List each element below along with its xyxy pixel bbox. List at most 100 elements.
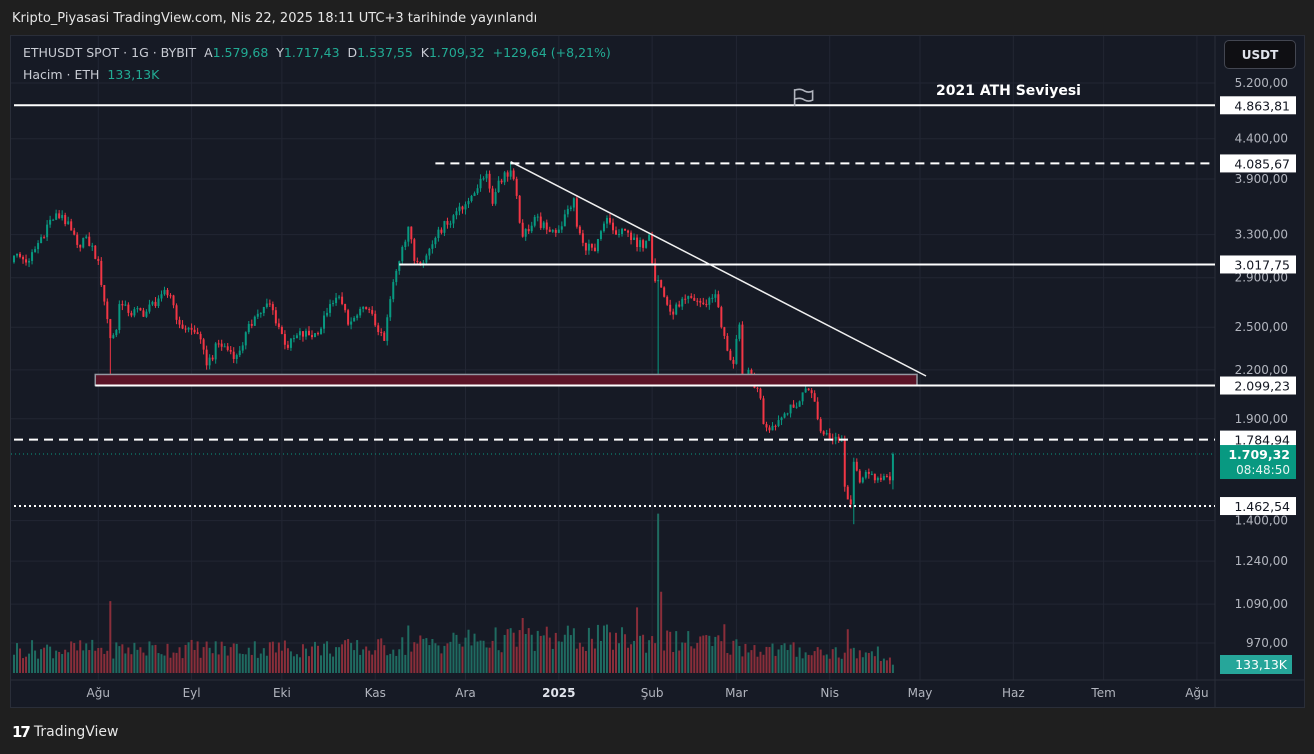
volume-label[interactable]: Hacim · ETH (23, 67, 100, 82)
volume-bar (190, 639, 193, 673)
volume-bar (395, 655, 398, 673)
candle-body (304, 330, 307, 337)
volume-bar (888, 657, 891, 673)
candle-body (590, 243, 593, 248)
volume-bar (350, 642, 353, 673)
volume-bar (542, 635, 545, 673)
volume-bar (648, 640, 651, 673)
volume-bar (82, 650, 85, 673)
symbol-label[interactable]: ETHUSDT SPOT · 1G · BYBIT (23, 45, 197, 60)
high-value: 1.717,43 (283, 45, 340, 60)
volume-bar (16, 643, 19, 673)
candle-body (64, 215, 67, 225)
candle-body (488, 173, 491, 189)
volume-bar (329, 653, 332, 673)
candle-body (711, 297, 714, 299)
candle-body (374, 313, 377, 326)
candle-body (584, 242, 587, 251)
volume-bar (133, 642, 136, 673)
volume-badge-label: 133,13K (1235, 657, 1288, 672)
candle-body (669, 304, 672, 312)
candle-body (765, 424, 768, 428)
volume-bar (816, 647, 819, 673)
volume-bar (250, 654, 253, 673)
candle-body (277, 323, 280, 327)
volume-bar (615, 632, 617, 673)
volume-bar (289, 651, 292, 673)
volume-bar (536, 630, 539, 673)
candle-body (341, 296, 344, 304)
candle-body (130, 312, 133, 316)
candle-body (238, 350, 241, 356)
volume-bar (40, 649, 43, 673)
volume-bar (268, 642, 271, 673)
candle-body (461, 206, 464, 210)
volume-bar (467, 629, 470, 673)
volume-bar (238, 653, 241, 673)
candle-body (548, 229, 551, 232)
candle-body (253, 316, 256, 326)
volume-bar (383, 645, 386, 673)
candle-body (211, 357, 214, 360)
candle-body (413, 239, 416, 261)
volume-bar (735, 639, 738, 673)
currency-button[interactable]: USDT (1224, 40, 1296, 69)
candle-body (651, 234, 654, 264)
volume-bar (362, 649, 365, 673)
candle-body (202, 339, 205, 350)
candle-body (109, 319, 112, 339)
volume-bar (780, 645, 783, 673)
volume-badge (1220, 655, 1292, 674)
volume-bar (184, 644, 187, 673)
volume-bar (747, 652, 750, 673)
candle-body (539, 216, 542, 228)
volume-bar (639, 635, 642, 673)
candle-body (473, 193, 476, 196)
volume-bar (482, 640, 485, 673)
volume-bar (596, 624, 599, 673)
candle-body (717, 294, 720, 308)
candle-body (359, 308, 362, 316)
candle-body (175, 305, 178, 320)
candle-body (639, 240, 642, 248)
volume-bar (825, 654, 828, 673)
volume-bar (792, 642, 795, 673)
volume-bar (765, 646, 768, 673)
volume-bar (849, 648, 852, 673)
candle-body (578, 226, 581, 234)
candle-body (151, 301, 154, 305)
candle-body (298, 331, 301, 336)
volume-bar (64, 649, 67, 673)
volume-bar (569, 635, 572, 673)
candle-body (807, 388, 810, 391)
price-tick-label: 970,00 (1246, 636, 1288, 650)
price-tick-label: 3.900,00 (1235, 172, 1288, 186)
volume-bar (602, 625, 605, 673)
volume-bar (118, 646, 121, 673)
time-tick-label: Eki (273, 686, 291, 700)
flag-icon[interactable] (793, 88, 814, 107)
candle-body (314, 333, 316, 338)
ath-annotation-text[interactable]: 2021 ATH Seviyesi (936, 83, 1081, 99)
candle-body (31, 252, 34, 261)
candle-body (858, 470, 861, 483)
volume-bar (633, 640, 636, 673)
volume-bar (181, 658, 184, 673)
price-tick-label: 2.900,00 (1235, 271, 1288, 285)
time-tick-label: Haz (1002, 686, 1025, 700)
volume-bar (271, 641, 274, 673)
current-price-label: 1.709,32 (1228, 447, 1290, 462)
time-tick-label: Ağu (1185, 686, 1208, 700)
volume-bar (52, 658, 55, 673)
volume-bar (244, 654, 247, 673)
volume-bar (58, 651, 61, 673)
price-tick-label: 1.240,00 (1235, 554, 1288, 568)
volume-bar (593, 648, 596, 673)
trendline (510, 161, 927, 377)
volume-bar (578, 642, 581, 673)
volume-bar (401, 637, 404, 673)
candle-body (560, 226, 563, 230)
candle-body (792, 404, 795, 408)
volume-bar (392, 649, 395, 673)
